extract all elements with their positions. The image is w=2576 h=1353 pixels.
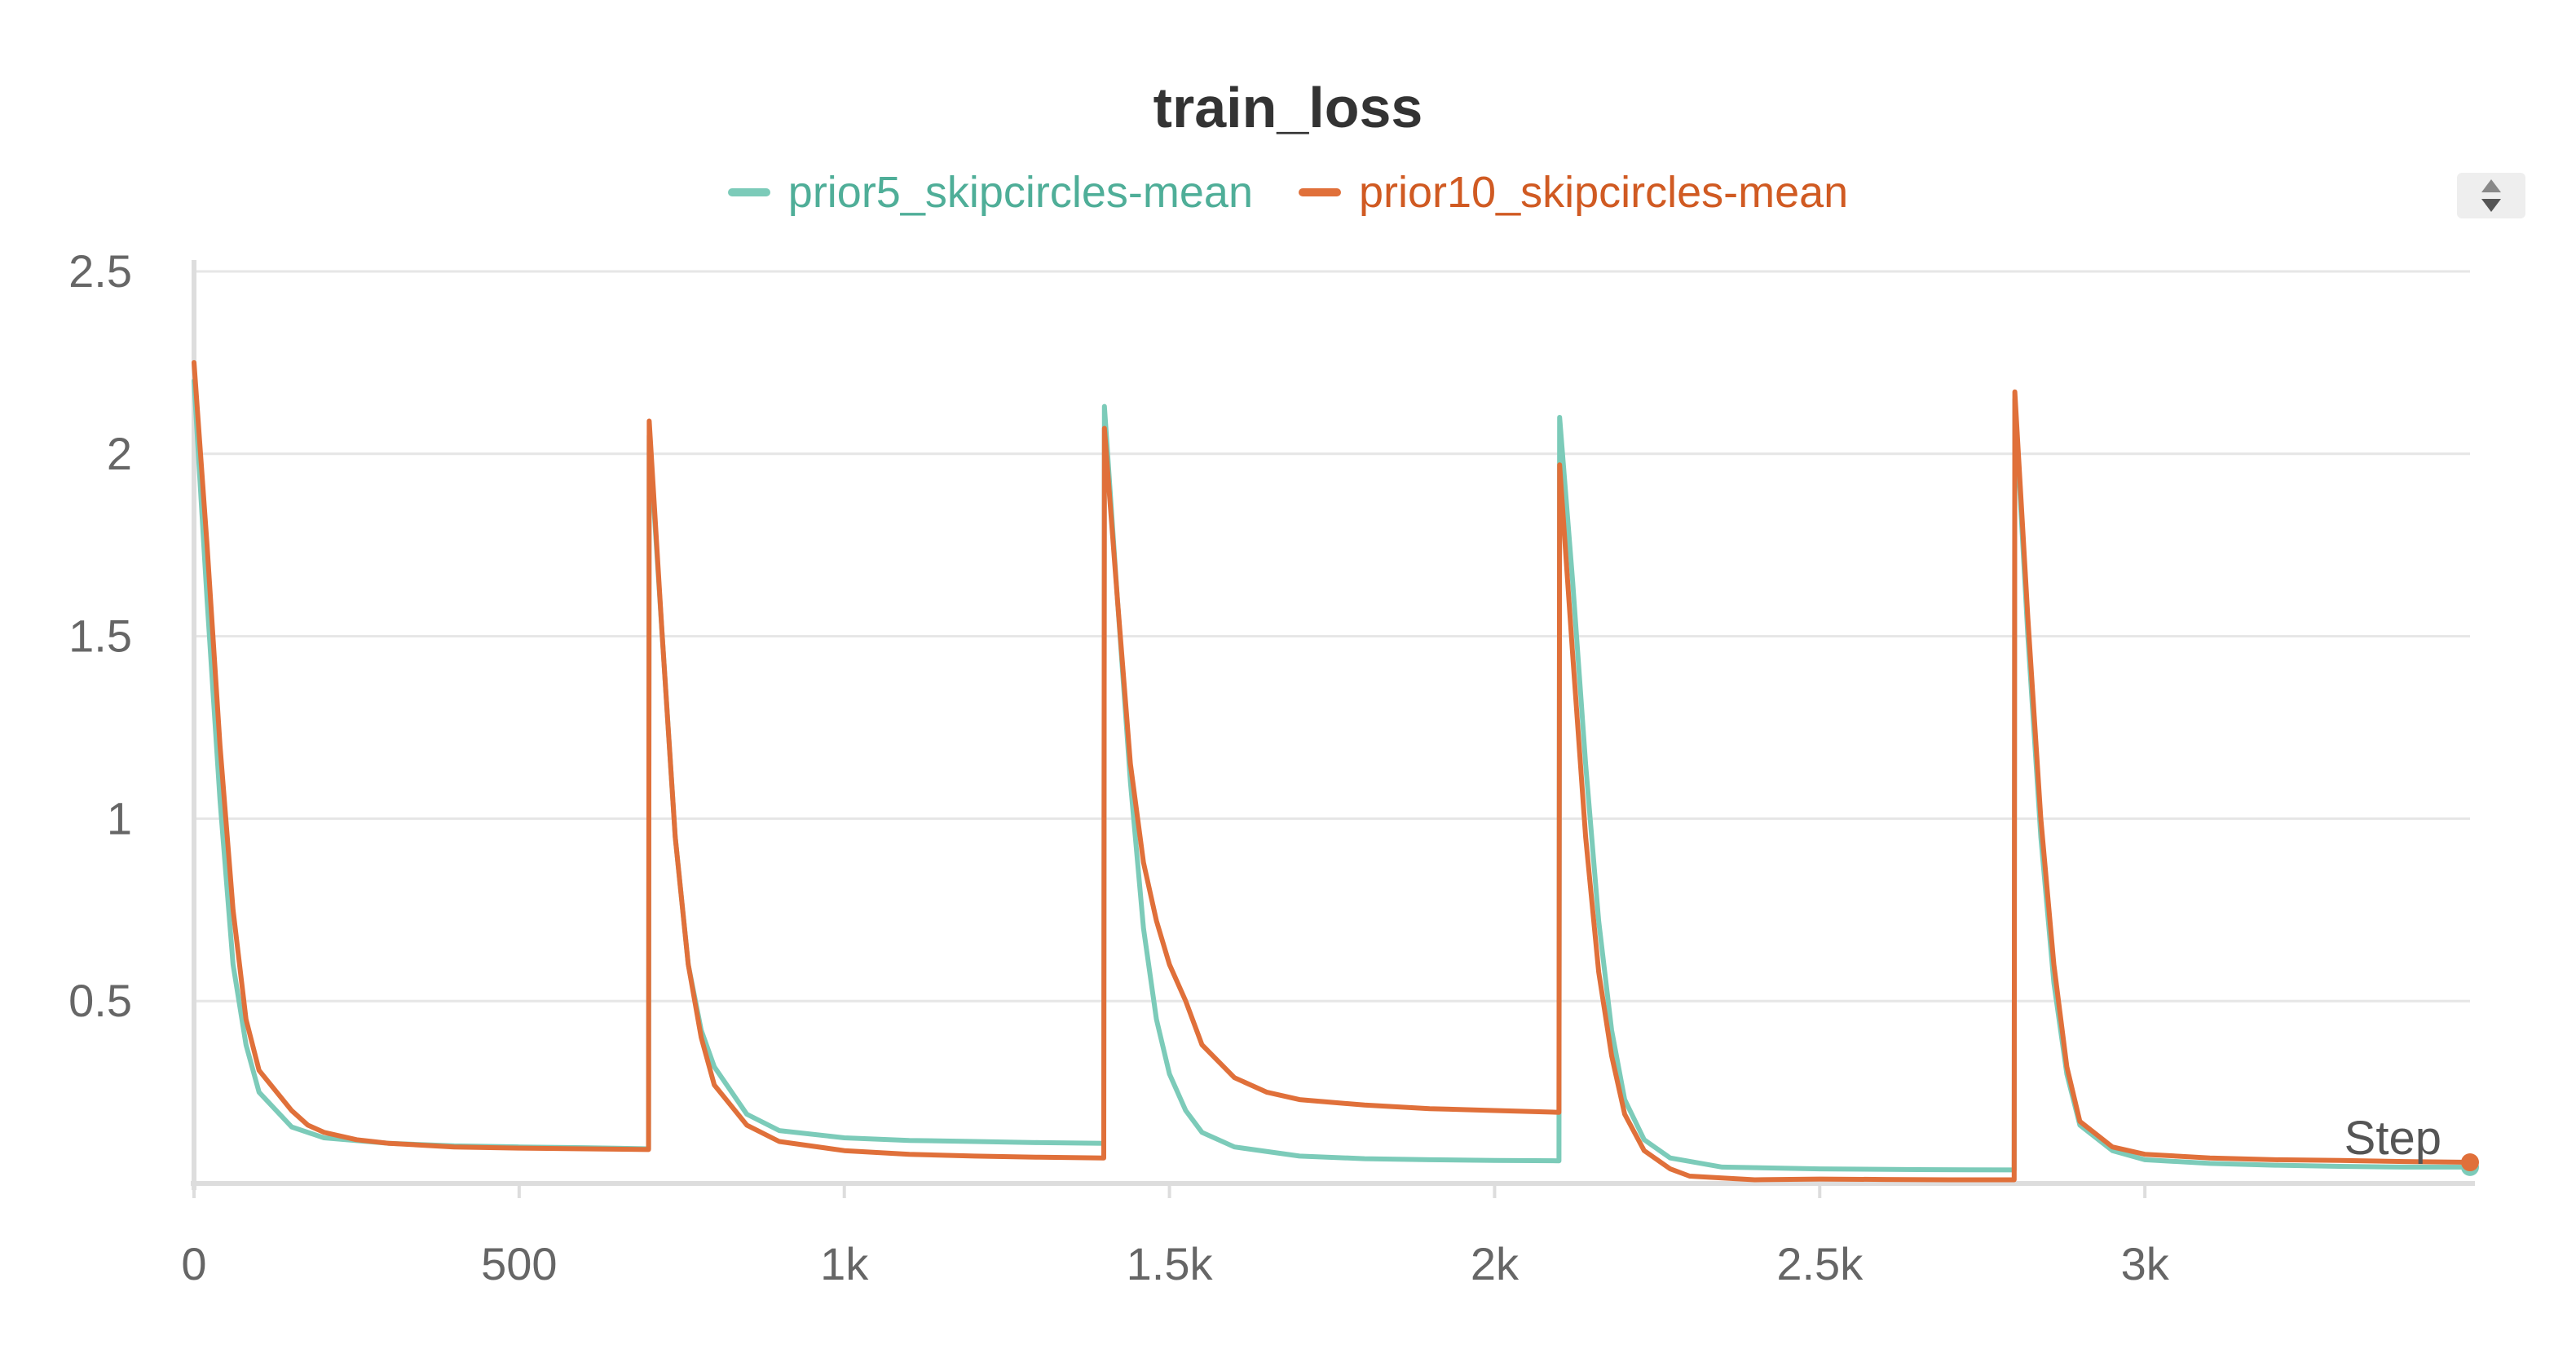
- axes: [191, 260, 2475, 1198]
- x-tick-label: 3k: [2121, 1238, 2170, 1289]
- x-tick-label: 1.5k: [1127, 1238, 1214, 1289]
- chart-title: train_loss: [1153, 76, 1423, 139]
- legend-scroll-button[interactable]: [2457, 173, 2525, 218]
- series-lines: [192, 359, 2479, 1183]
- tick-labels: 0.5 1 1.5 2 2.5 0 500 1k 1.5k 2k 2.5k 3k: [68, 245, 2170, 1289]
- legend: prior5_skipcircles-mean prior10_skipcirc…: [0, 167, 2576, 218]
- x-axis-label: Step: [2344, 1112, 2441, 1165]
- grid-lines: [194, 270, 2470, 1003]
- series-end-point-2: [2461, 1153, 2479, 1172]
- x-tick-label: 2k: [1471, 1238, 1520, 1289]
- x-tick-label: 2.5k: [1776, 1238, 1864, 1289]
- x-tick-label: 1k: [820, 1238, 869, 1289]
- chevron-up-icon: [2481, 179, 2501, 192]
- series-line-2: [192, 359, 2472, 1183]
- legend-item-series-1[interactable]: prior5_skipcircles-mean: [727, 167, 1253, 218]
- y-tick-label: 2.5: [68, 245, 132, 297]
- y-tick-label: 0.5: [68, 975, 132, 1026]
- legend-item-series-2[interactable]: prior10_skipcircles-mean: [1298, 167, 1849, 218]
- legend-swatch-series-2: [1298, 188, 1341, 196]
- y-tick-label: 2: [107, 428, 132, 479]
- series-line-1: [192, 378, 2472, 1173]
- x-tick-label: 500: [481, 1238, 557, 1289]
- y-tick-label: 1.5: [68, 610, 132, 662]
- chevron-down-icon: [2481, 199, 2501, 212]
- legend-label-series-1: prior5_skipcircles-mean: [787, 168, 1253, 217]
- x-tick-label: 0: [181, 1238, 206, 1289]
- y-tick-label: 1: [107, 792, 132, 844]
- legend-label-series-2: prior10_skipcircles-mean: [1358, 168, 1849, 217]
- legend-swatch-series-1: [727, 188, 770, 196]
